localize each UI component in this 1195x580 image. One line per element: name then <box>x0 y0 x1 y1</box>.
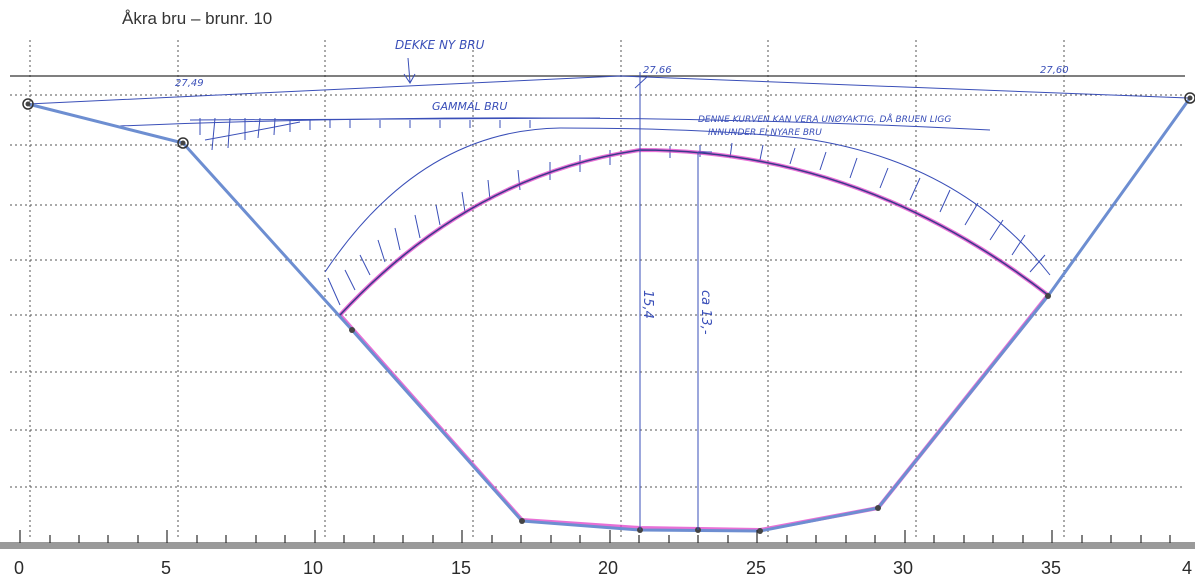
curve-note-line-2: INNUNDER EI NYARE BRU <box>708 128 822 138</box>
axis-tick-35: 35 <box>1041 558 1061 578</box>
arch-intrados <box>339 149 1049 316</box>
axis-tick-10: 10 <box>303 558 323 578</box>
height-label-2: ca 13,- <box>698 290 713 335</box>
axis-tick-25: 25 <box>746 558 766 578</box>
grid-horizontals <box>10 94 1185 488</box>
grid-verticals <box>29 40 1065 540</box>
height-lines <box>634 72 712 530</box>
axis-tick-0: 0 <box>14 558 24 578</box>
axis-tick-15: 15 <box>451 558 471 578</box>
elevation-left: 27,49 <box>175 78 204 89</box>
old-bridge-label: GAMMAL BRU <box>432 100 507 113</box>
old-bridge-hatching <box>189 117 601 151</box>
axis-tick-40: 4 <box>1182 558 1192 578</box>
arch-hatching <box>324 127 1051 306</box>
elevation-right: 27,60 <box>1040 65 1069 76</box>
axis-ruler: 0 5 10 15 20 25 30 35 4 <box>0 530 1195 578</box>
axis-tick-5: 5 <box>161 558 171 578</box>
profile-points <box>22 92 1195 534</box>
page-title: Åkra bru – brunr. 10 <box>122 9 273 28</box>
deck-arrow <box>403 57 416 84</box>
new-deck-label: DEKKE NY BRU <box>395 38 485 52</box>
height-label-1: 15,4 <box>640 290 655 319</box>
curve-note-line-1: DENNE KURVEN KAN VERA UNØYAKTIG, DÅ BRUE… <box>698 113 951 125</box>
axis-tick-30: 30 <box>893 558 913 578</box>
elevation-middle: 27,66 <box>643 65 672 76</box>
axis-tick-20: 20 <box>598 558 618 578</box>
